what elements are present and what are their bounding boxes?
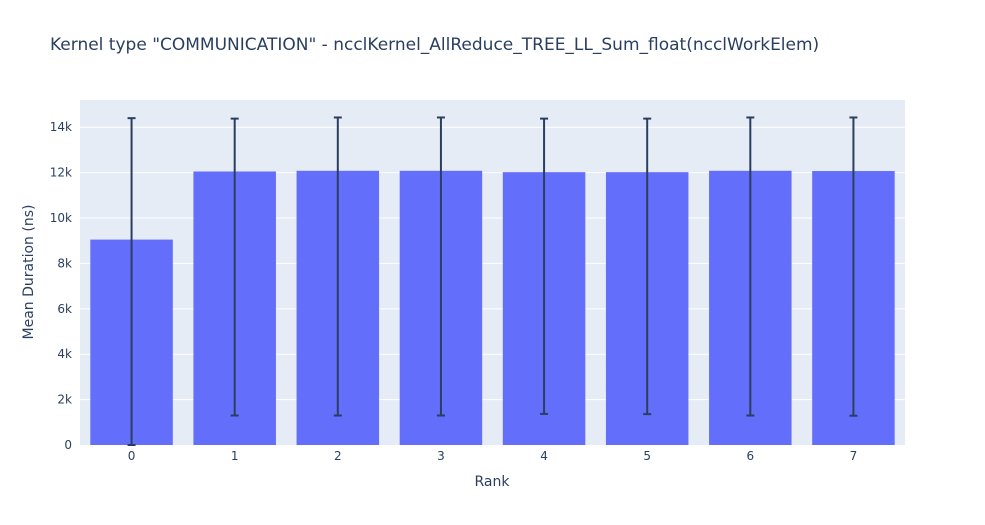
x-axis-title: Rank	[475, 474, 511, 490]
error-bar-rank-7	[849, 116, 858, 417]
error-bar-rank-4	[540, 117, 549, 415]
y-tick-labels: 0 2k 4k 6k 8k 10k 12k 14k	[50, 120, 72, 452]
x-tick-labels: 0 1 2 3 4 5 6 7	[128, 449, 858, 463]
error-bar-rank-2	[333, 116, 342, 417]
x-tick-label: 4	[540, 449, 548, 463]
y-tick-label: 0	[64, 438, 72, 452]
y-tick-label: 4k	[57, 347, 72, 361]
y-tick-label: 6k	[57, 302, 72, 316]
x-tick-label: 5	[643, 449, 651, 463]
y-tick-label: 10k	[50, 211, 72, 225]
x-tick-label: 2	[334, 449, 342, 463]
error-bar-rank-3	[436, 116, 445, 417]
chart-title: Kernel type "COMMUNICATION" - ncclKernel…	[50, 35, 819, 55]
x-tick-label: 3	[437, 449, 445, 463]
x-tick-label: 6	[746, 449, 754, 463]
y-axis-title: Mean Duration (ns)	[21, 205, 37, 340]
error-bars	[127, 116, 858, 446]
y-tick-label: 12k	[50, 166, 72, 180]
x-tick-label: 1	[231, 449, 239, 463]
error-bar-rank-1	[230, 117, 239, 417]
error-bar-rank-5	[643, 117, 652, 416]
x-tick-label: 7	[850, 449, 858, 463]
y-tick-label: 14k	[50, 120, 72, 134]
y-tick-label: 2k	[57, 393, 72, 407]
x-tick-label: 0	[128, 449, 136, 463]
y-tick-label: 8k	[57, 256, 72, 270]
error-bar-rank-0	[127, 117, 136, 446]
error-bar-rank-6	[746, 116, 755, 417]
